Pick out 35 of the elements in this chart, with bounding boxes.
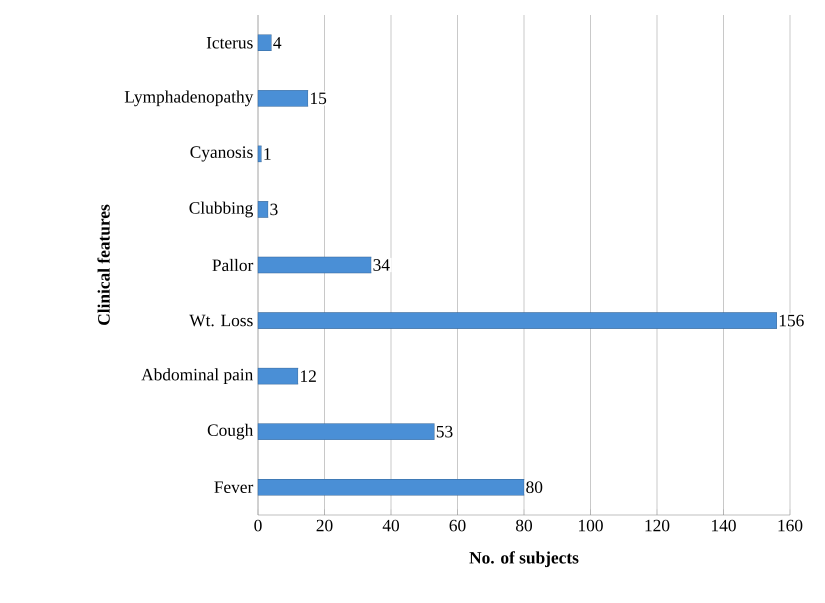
x-tick-label: 120: [646, 520, 670, 532]
data-label: 12: [301, 370, 316, 382]
y-tick-label: Pallor: [212, 258, 254, 272]
y-tick-label: Wt. Loss: [189, 314, 253, 326]
x-tick-label: 20: [316, 520, 333, 532]
x-axis-title: No. of subjects: [469, 551, 578, 568]
x-tick-label: 40: [382, 520, 400, 532]
data-label: 34: [373, 259, 390, 271]
x-tick-label: 60: [450, 520, 466, 532]
y-tick-label: Clubbing: [189, 202, 253, 218]
x-tick-label: 100: [579, 520, 603, 532]
bar: [258, 201, 268, 218]
data-label: 53: [436, 426, 452, 438]
data-label: 15: [311, 92, 326, 104]
y-tick-label: Cough: [208, 424, 254, 440]
y-tick-label: Abdominal pain: [141, 368, 254, 384]
x-tick-label: 0: [254, 520, 262, 532]
y-tick-label: Icterus: [206, 37, 253, 49]
y-tick-label: Cyanosis: [190, 146, 253, 162]
x-tick-label: 80: [516, 520, 532, 532]
data-label: 80: [526, 481, 542, 494]
x-tick-label: 160: [778, 520, 802, 532]
data-label: 156: [780, 314, 804, 326]
x-tick-label: 140: [712, 520, 736, 532]
bar: [258, 34, 272, 52]
y-axis-title: Clinical features: [97, 204, 110, 325]
data-label: 4: [273, 37, 282, 48]
y-tick-label: Lymphadenopathy: [124, 90, 254, 106]
data-label: 1: [264, 148, 271, 160]
y-tick-label: Fever: [214, 481, 254, 493]
bar: [258, 478, 524, 496]
data-label: 3: [270, 204, 278, 216]
bar: [258, 368, 298, 384]
bar: [258, 146, 262, 162]
bar: [258, 256, 372, 274]
